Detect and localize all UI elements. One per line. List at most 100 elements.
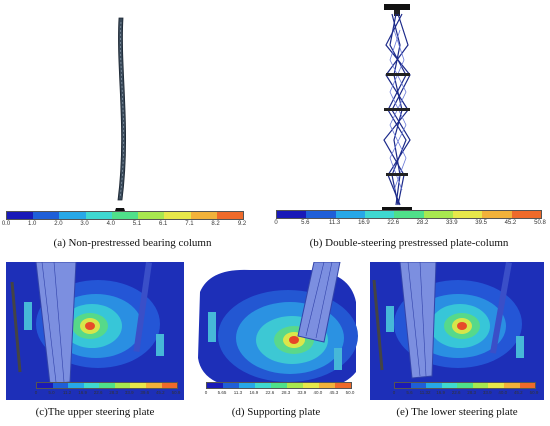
tick: 28.3: [109, 390, 119, 395]
colorbar-segment: [145, 383, 162, 388]
tick: 40.0: [313, 390, 323, 395]
tick: 16.9: [249, 390, 259, 395]
panel-d: 0 5.65 11.3 16.9 22.6 28.3 33.9 40.0 45.…: [190, 262, 362, 426]
legend-colorbar-a: [6, 211, 244, 220]
tick: 0: [274, 220, 278, 226]
colorbar-segment: [33, 212, 60, 219]
colorbar-segment: [457, 383, 473, 388]
tick: 22.6: [265, 390, 275, 395]
tick: 6.1: [159, 221, 168, 227]
tick: 9.2: [237, 221, 247, 227]
colorbar-segment: [335, 383, 351, 388]
legend-colorbar-b: [276, 210, 542, 219]
column-deformation-plot: [114, 17, 127, 214]
tick: 45.2: [504, 220, 517, 226]
tick: 45.2: [513, 390, 523, 395]
caption-a: (a) Non-prestressed bearing column: [53, 237, 212, 249]
caption-e: (e) The lower steering plate: [396, 406, 518, 418]
colorbar-segment: [426, 383, 442, 388]
caption-b: (b) Double-steering prestressed plate-co…: [309, 237, 509, 249]
tick: 5.0: [48, 390, 55, 395]
tick: 11.3: [233, 390, 243, 395]
tick: 28.2: [416, 220, 429, 226]
tick: 0: [34, 390, 38, 395]
colorbar-segment: [190, 212, 217, 219]
legend-ticks-d: 0 5.65 11.3 16.9 22.6 28.3 33.9 40.0 45.…: [204, 390, 355, 398]
colorbar-segment: [59, 212, 86, 219]
panel-a: 0.0 1.0 2.0 3.0 4.0 5.1 6.1 7.1 8.2 9.2 …: [0, 0, 265, 255]
tick: 22.6: [93, 390, 103, 395]
colorbar-segment: [503, 383, 520, 388]
tick: 5.6: [406, 390, 413, 395]
colorbar-segment: [511, 211, 541, 218]
tick: 33.9: [124, 390, 134, 395]
tick: 28.3: [467, 390, 477, 395]
tick: 0: [392, 390, 396, 395]
tick: 8.2: [211, 221, 220, 227]
legend-colorbar-c: [36, 382, 178, 389]
tick: 28.3: [281, 390, 291, 395]
colorbar-segment: [99, 383, 115, 388]
legend-ticks-a: 0.0 1.0 2.0 3.0 4.0 5.1 6.1 7.1 8.2 9.2: [2, 221, 246, 229]
legend-ticks-b: 0 5.6 11.3 16.9 22.6 28.2 33.9 39.5 45.2…: [274, 220, 546, 228]
bearing-column: [117, 17, 127, 201]
colorbar-segment: [207, 383, 223, 388]
colorbar-segment: [130, 383, 146, 388]
colorbar-segment: [395, 383, 411, 388]
tick: 33.9: [482, 390, 492, 395]
colorbar-segment: [111, 212, 139, 219]
tick: 16.9: [78, 390, 87, 395]
panel-e: 0 5.6 11.32 16.9 22.6 28.3 33.9 40.0 45.…: [370, 262, 544, 426]
colorbar-segment: [255, 383, 271, 388]
colorbar-segment: [52, 383, 69, 388]
colorbar-segment: [519, 383, 536, 388]
tick: 1.0: [28, 221, 37, 227]
colorbar-segment: [410, 383, 427, 388]
tick: 45.3: [329, 390, 339, 395]
colorbar-segment: [472, 383, 489, 388]
colorbar-segment: [287, 383, 303, 388]
legend-colorbar-d: [206, 382, 352, 389]
tick: 40.0: [498, 390, 508, 395]
caption-c: (c)The upper steering plate: [35, 406, 155, 418]
colorbar-segment: [114, 383, 131, 388]
tick: 0: [204, 390, 208, 395]
tick: 16.9: [436, 390, 445, 395]
legend-ticks-c: 0 5.0 11.2 16.9 22.6 28.3 33.9 39.6 45.2…: [34, 390, 181, 398]
colorbar-segment: [335, 211, 365, 218]
colorbar-segment: [306, 211, 336, 218]
tick: 50.9: [529, 390, 539, 395]
tick: 11.3: [328, 220, 341, 226]
colorbar-segment: [138, 212, 165, 219]
tick: 22.6: [387, 220, 400, 226]
tick: 5.1: [132, 221, 142, 227]
panel-b: 0 5.6 11.3 16.9 22.6 28.2 33.9 39.5 45.2…: [268, 0, 550, 255]
colorbar-segment: [83, 383, 100, 388]
colorbar-segment: [239, 383, 255, 388]
tick: 33.9: [445, 220, 458, 226]
fea-contour-supporting-plate: [190, 262, 362, 400]
colorbar-segment: [68, 383, 84, 388]
colorbar-segment: [319, 383, 335, 388]
colorbar-segment: [37, 383, 53, 388]
fea-contour-upper-plate: [6, 262, 184, 400]
colorbar-segment: [303, 383, 319, 388]
colorbar-segment: [85, 212, 112, 219]
colorbar-segment: [7, 212, 34, 219]
tick: 5.65: [217, 390, 227, 395]
tick: 45.2: [155, 390, 165, 395]
colorbar-segment: [488, 383, 504, 388]
tick: 4.0: [106, 221, 115, 227]
tick: 2.0: [54, 221, 63, 227]
tick: 50.9: [171, 390, 181, 395]
plate-column-deformation-plot: [382, 4, 412, 214]
legend-ticks-e: 0 5.6 11.32 16.9 22.6 28.3 33.9 40.0 45.…: [392, 390, 539, 398]
caption-d: (d) Supporting plate: [231, 406, 321, 418]
colorbar-segment: [394, 211, 424, 218]
tick: 11.2: [62, 390, 72, 395]
fea-contour-lower-plate: [370, 262, 544, 400]
panel-c: 0 5.0 11.2 16.9 22.6 28.3 33.9 39.6 45.2…: [6, 262, 184, 426]
colorbar-segment: [216, 212, 243, 219]
tick: 16.9: [358, 220, 370, 226]
legend-colorbar-e: [394, 382, 536, 389]
